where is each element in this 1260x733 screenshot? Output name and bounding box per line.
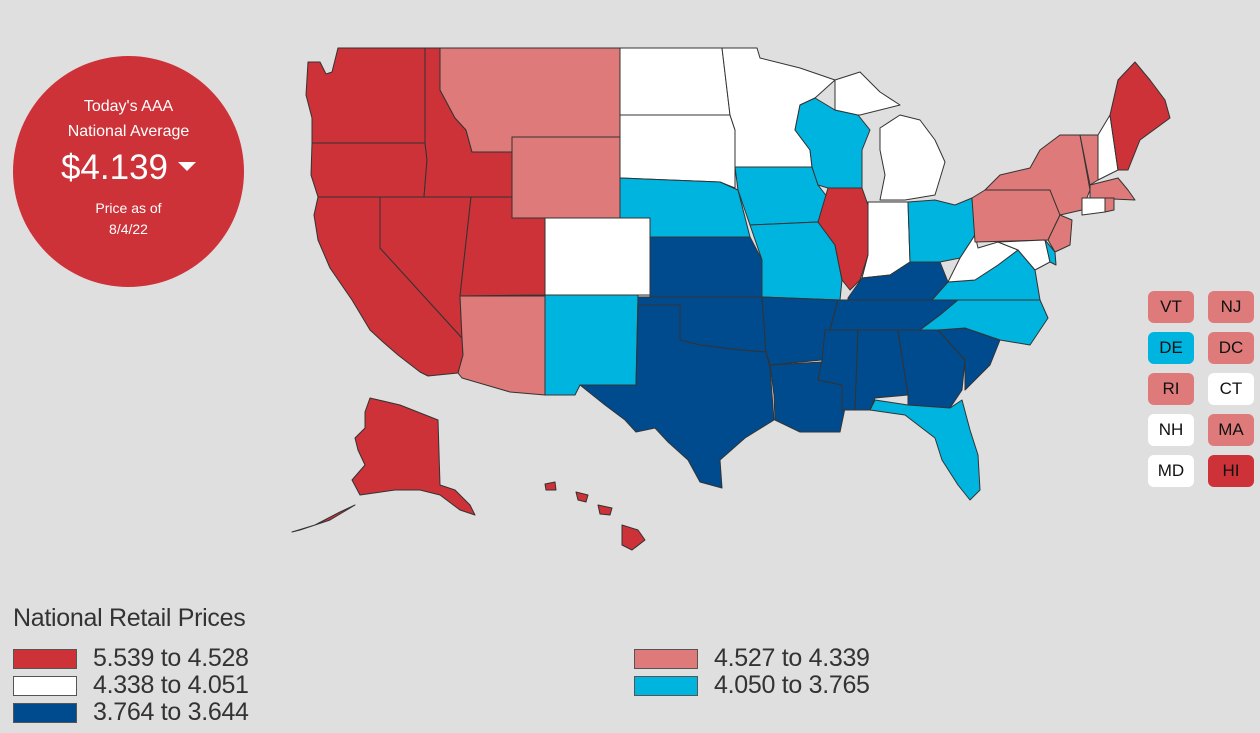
state-me[interactable]	[1109, 61, 1171, 171]
legend-range-label: 4.050 to 3.765	[714, 671, 870, 699]
legend-swatch	[13, 703, 77, 723]
state-tile-nh[interactable]: NH	[1148, 414, 1194, 446]
state-tile-dc[interactable]: DC	[1208, 332, 1254, 364]
state-nc[interactable]	[919, 299, 1049, 346]
price-as-of-label: Price as of	[95, 200, 162, 216]
state-wa[interactable]	[305, 47, 426, 144]
state-co[interactable]	[544, 217, 651, 296]
state-tile-vt[interactable]: VT	[1148, 291, 1194, 323]
price-date: 8/4/22	[109, 221, 148, 237]
state-nm[interactable]	[544, 294, 639, 396]
state-fa[interactable]	[869, 399, 981, 501]
state-tx[interactable]	[579, 304, 775, 489]
national-average-title: Today's AAA National Average	[13, 94, 244, 144]
state-nd[interactable]	[619, 47, 731, 116]
state-de[interactable]	[1044, 239, 1057, 266]
small-states-grid: VT NJ DE DC RI CT NH MA MD HI	[1148, 291, 1254, 487]
state-ks[interactable]	[649, 236, 763, 298]
legend-swatch	[634, 676, 698, 696]
state-tile-ri[interactable]: RI	[1148, 373, 1194, 405]
state-sd[interactable]	[619, 114, 736, 189]
state-or[interactable]	[310, 142, 428, 198]
state-nj[interactable]	[1047, 214, 1073, 253]
state-ri[interactable]	[1104, 197, 1115, 213]
legend-range-label: 4.527 to 4.339	[714, 644, 870, 672]
state-tile-hi[interactable]: HI	[1208, 455, 1254, 487]
national-average-price-row: $4.139	[13, 148, 244, 188]
state-mi[interactable]	[834, 71, 946, 201]
state-tile-ct[interactable]: CT	[1208, 373, 1254, 405]
legend-title: National Retail Prices	[13, 604, 246, 632]
legend-swatch	[13, 676, 77, 696]
state-tile-de[interactable]: DE	[1148, 332, 1194, 364]
state-hi[interactable]	[544, 481, 646, 551]
state-tile-nj[interactable]: NJ	[1208, 291, 1254, 323]
national-average-badge: Today's AAA National Average $4.139 Pric…	[13, 56, 244, 287]
state-ia[interactable]	[734, 166, 829, 226]
national-average-price: $4.139	[60, 148, 169, 187]
state-ma[interactable]	[1089, 177, 1136, 201]
state-il[interactable]	[817, 187, 869, 291]
legend-range-label: 5.539 to 4.528	[93, 644, 249, 672]
legend-range-label: 4.338 to 4.051	[93, 671, 249, 699]
state-pa[interactable]	[971, 189, 1061, 243]
state-wy[interactable]	[511, 136, 621, 219]
state-ct[interactable]	[1081, 197, 1106, 216]
state-az[interactable]	[457, 295, 546, 396]
caret-down-icon	[178, 162, 197, 172]
legend-swatch	[13, 649, 77, 669]
state-tile-ma[interactable]: MA	[1208, 414, 1254, 446]
national-average-title-line2: National Average	[67, 123, 190, 140]
state-tile-md[interactable]: MD	[1148, 455, 1194, 487]
state-md[interactable]	[997, 239, 1051, 271]
legend-range-label: 3.764 to 3.644	[93, 698, 249, 726]
state-ak[interactable]	[291, 397, 476, 533]
national-average-title-line1: Today's AAA	[83, 98, 174, 115]
legend-swatch	[634, 649, 698, 669]
price-date-block: Price as of 8/4/22	[13, 198, 244, 240]
